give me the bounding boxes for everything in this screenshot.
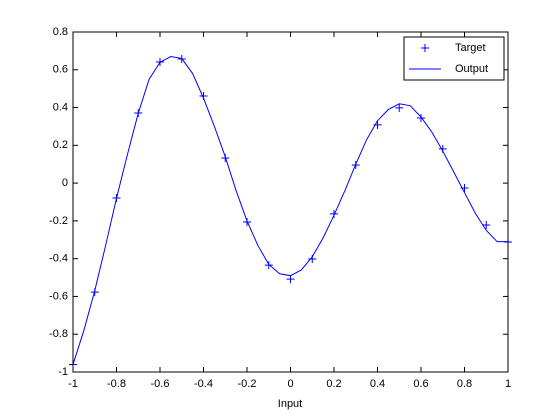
x-tick-label: 0.8 [457, 378, 472, 390]
y-tick-label: -0.6 [49, 290, 68, 302]
x-tick-label: -1 [68, 378, 78, 390]
x-tick-label: -0.8 [107, 378, 126, 390]
legend-label: Target [455, 42, 486, 54]
y-tick-label: -0.8 [49, 328, 68, 340]
target-marker [395, 103, 404, 112]
x-tick-label: 0 [287, 378, 293, 390]
y-tick-label: 0.6 [53, 64, 68, 76]
target-marker [286, 275, 295, 284]
legend-marker [421, 44, 429, 52]
target-marker [482, 221, 491, 230]
x-tick-label: 1 [505, 378, 511, 390]
y-tick-label: -0.4 [49, 253, 68, 265]
x-tick-label: -0.6 [151, 378, 170, 390]
x-tick-label: -0.2 [238, 378, 257, 390]
output-line [72, 56, 508, 365]
y-tick-label: -0.2 [49, 215, 68, 227]
x-tick-label: 0.2 [326, 378, 341, 390]
x-tick-label: 0.6 [413, 378, 428, 390]
y-tick-label: 0.8 [53, 26, 68, 38]
legend-box [403, 36, 505, 81]
y-tick-label: 0.2 [53, 139, 68, 151]
x-tick-label: 0.4 [370, 378, 385, 390]
y-tick-label: -1 [58, 366, 68, 378]
target-marker [264, 261, 273, 270]
x-tick-label: -0.4 [194, 378, 213, 390]
y-tick-label: 0.4 [53, 101, 68, 113]
target-marker [330, 209, 338, 218]
plot-area [73, 32, 508, 372]
y-tick-label: 0 [62, 177, 68, 189]
x-axis-label: Input [278, 398, 302, 410]
target-marker [417, 113, 425, 122]
legend-label: Output [455, 63, 488, 75]
axes-box [72, 31, 509, 373]
